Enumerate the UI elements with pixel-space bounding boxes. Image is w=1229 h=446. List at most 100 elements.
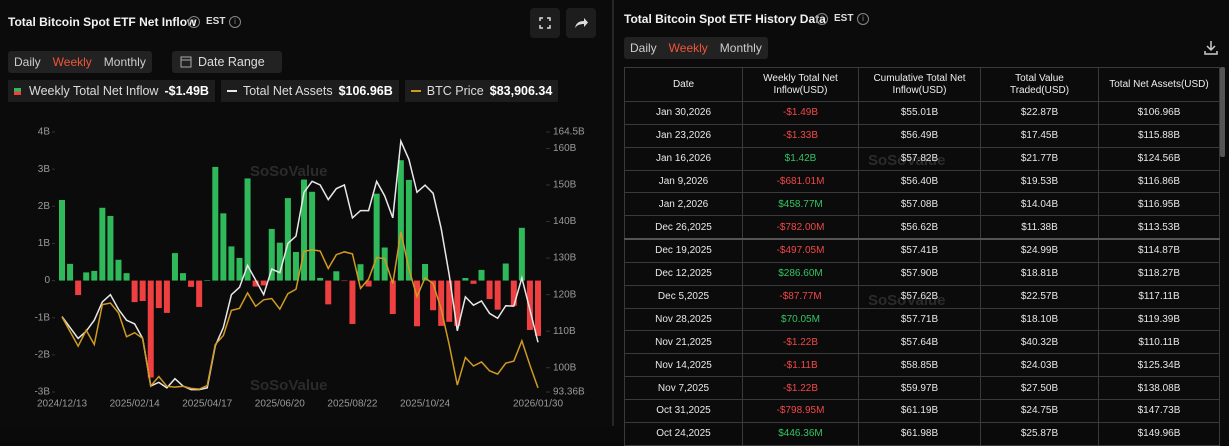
table-cell: Nov 14,2025 [624, 353, 743, 378]
panel-title: Total Bitcoin Spot ETF Net Inflow [8, 15, 197, 29]
table-cell: Dec 5,2025 [624, 284, 743, 309]
bar [284, 198, 291, 281]
right-panel: Total Bitcoin Spot ETF History Data i ES… [614, 0, 1229, 446]
bar [147, 280, 154, 378]
bar [276, 242, 283, 281]
bar [422, 264, 429, 281]
table-cell: $56.40B [858, 169, 981, 194]
table-cell: -$497.05M [742, 238, 859, 263]
table-cell: -$782.00M [742, 215, 859, 240]
table-cell: Nov 7,2025 [624, 376, 743, 400]
period-tab[interactable]: Daily [630, 41, 657, 55]
bar [107, 215, 114, 281]
bar [349, 280, 356, 325]
table-cell: $58.85B [858, 353, 981, 378]
table-cell: -$87.77M [742, 284, 859, 309]
line [61, 231, 539, 390]
table-cell: $1.42B [742, 146, 859, 171]
table-row: Jan 23,2026 -$1.33B $56.49B $17.45B $115.88B [624, 123, 1220, 148]
info-icon[interactable]: i [188, 16, 200, 28]
bar [244, 178, 251, 281]
table-cell: Jan 16,2026 [624, 146, 743, 171]
share-button[interactable] [566, 8, 596, 38]
bar [494, 280, 501, 310]
table-cell: $56.49B [858, 123, 981, 148]
history-table: Date Weekly Total Net Inflow(USD) Cumulati… [624, 67, 1220, 446]
table-cell: Jan 9,2026 [624, 169, 743, 194]
bar [236, 257, 243, 281]
table-cell: $458.77M [742, 192, 859, 217]
date-range-label: Date Range [198, 55, 265, 69]
table-cell: $113.53B [1098, 215, 1220, 240]
timezone: EST [206, 16, 226, 27]
bar [212, 166, 219, 281]
info-icon[interactable]: i [857, 13, 869, 25]
table-row: Dec 19,2025 -$497.05M $57.41B $24.99B $114.8… [624, 238, 1220, 263]
column-header: Cumulative Total Net Inflow(USD) [858, 67, 981, 102]
table-cell: -$1.49B [742, 101, 859, 125]
table-cell: $117.11B [1098, 284, 1220, 309]
period-tab[interactable]: Daily [14, 55, 41, 69]
y-tick-label: -1B [34, 312, 50, 323]
bar [171, 253, 178, 281]
table-cell: $59.97B [858, 376, 981, 400]
date-range-button[interactable]: Date Range [172, 51, 282, 73]
table-cell: Dec 19,2025 [624, 238, 743, 263]
bar [220, 213, 227, 281]
bar [252, 280, 259, 287]
info-icon[interactable]: i [816, 13, 828, 25]
bar [196, 280, 203, 307]
table-row: Oct 31,2025 -$798.95M $61.19B $24.75B $147.7… [624, 398, 1220, 423]
scrollbar[interactable] [1220, 67, 1225, 157]
period-tabs: Daily Weekly Monthly [624, 37, 768, 59]
fullscreen-button[interactable] [530, 8, 560, 38]
table-cell: $56.62B [858, 215, 981, 240]
table-cell: $147.73B [1098, 398, 1220, 423]
table-cell: $138.08B [1098, 376, 1220, 400]
table-cell: Jan 30,2026 [624, 101, 743, 125]
period-tab[interactable]: Monthly [103, 55, 146, 69]
bar [333, 271, 340, 281]
bar [470, 280, 477, 284]
bar [454, 280, 461, 326]
bar [446, 280, 453, 322]
legend: Weekly Total Net Inflow -$1.49B Total Net … [8, 80, 559, 102]
table-cell: Oct 31,2025 [624, 398, 743, 423]
y-tick-label: 0 [44, 275, 50, 286]
table-cell: $115.88B [1098, 123, 1220, 148]
period-tab[interactable]: Weekly [668, 41, 708, 55]
table-cell: $55.01B [858, 101, 981, 125]
y-tick-label: -3B [34, 387, 50, 398]
legend-label: Weekly Total Net Inflow [29, 84, 159, 98]
bar [99, 207, 106, 281]
column-header: Weekly Total Net Inflow(USD) [742, 67, 859, 102]
x-tick-label: 2025/04/17 [182, 399, 232, 410]
table-cell: Jan 23,2026 [624, 123, 743, 148]
bar [478, 269, 485, 281]
table-cell: $24.99B [980, 238, 1099, 263]
table-cell: $70.05M [742, 307, 859, 332]
table-cell: $118.27B [1098, 261, 1220, 286]
bar [67, 263, 74, 281]
table-row: Jan 30,2026 -$1.49B $55.01B $22.87B $106.96B [624, 101, 1220, 125]
legend-label: Total Net Assets [242, 84, 333, 98]
table-cell: $22.87B [980, 101, 1099, 125]
download-icon[interactable] [1202, 38, 1220, 56]
table-cell: $106.96B [1098, 101, 1220, 125]
bar [365, 280, 372, 287]
info-icon[interactable]: i [229, 16, 241, 28]
bar [341, 280, 348, 282]
legend-swatch [14, 87, 21, 95]
calendar-icon [180, 56, 192, 68]
period-tab[interactable]: Monthly [719, 41, 762, 55]
bar [373, 193, 380, 281]
table-cell: $24.75B [980, 398, 1099, 423]
table-row: Nov 14,2025 -$1.11B $58.85B $24.03B $125.34B [624, 353, 1220, 378]
table-cell: $57.41B [858, 238, 981, 263]
period-tabs: Daily Weekly Monthly [8, 51, 152, 73]
bar [325, 280, 332, 305]
table-cell: $116.86B [1098, 169, 1220, 194]
table-cell: $57.08B [858, 192, 981, 217]
bar [292, 251, 299, 281]
period-tab[interactable]: Weekly [52, 55, 92, 69]
